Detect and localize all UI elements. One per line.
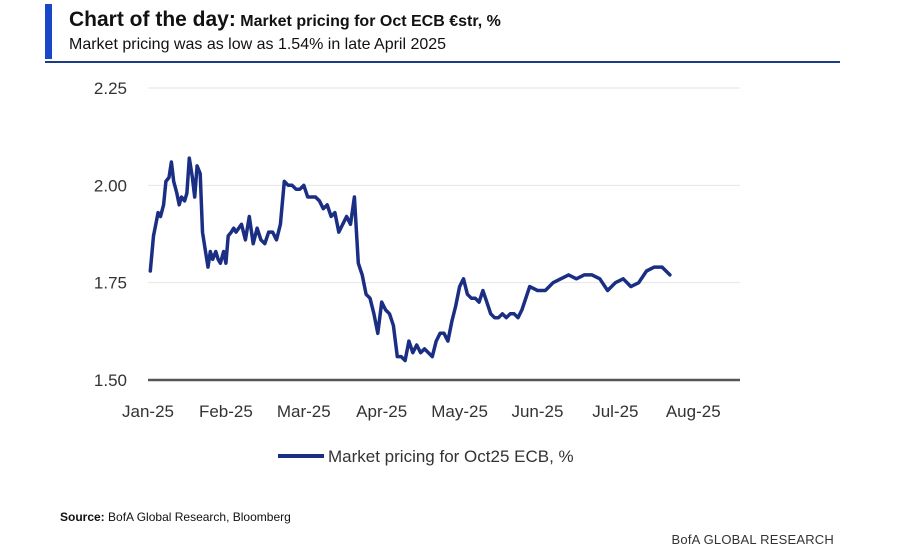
legend: Market pricing for Oct25 ECB, % — [278, 447, 574, 466]
x-tick-label: Jun-25 — [511, 402, 563, 421]
x-tick-label: Apr-25 — [356, 402, 407, 421]
x-tick-label: Jul-25 — [592, 402, 638, 421]
chart-title: Chart of the day: Market pricing for Oct… — [69, 8, 501, 32]
chart-subtitle: Market pricing was as low as 1.54% in la… — [69, 36, 447, 53]
y-tick-label: 1.75 — [94, 274, 127, 293]
title-text: Market pricing for Oct ECB €str, % — [240, 13, 501, 30]
source-label: Source: — [60, 510, 105, 524]
x-tick-label: Aug-25 — [666, 402, 721, 421]
y-tick-label: 1.50 — [94, 371, 127, 390]
source-note: Source: BofA Global Research, Bloomberg — [60, 510, 291, 524]
line-chart: 1.50 1.75 2.00 2.25 Jan-25 Feb-25 Mar-25 Apr-25… — [94, 79, 740, 466]
x-tick-label: Mar-25 — [277, 402, 331, 421]
x-tick-label: Feb-25 — [199, 402, 253, 421]
accent-bar — [45, 4, 52, 59]
brand-label: BofA GLOBAL RESEARCH — [671, 532, 834, 547]
y-tick-label: 2.25 — [94, 79, 127, 98]
series-layer — [148, 156, 672, 363]
source-text: BofA Global Research, Bloomberg — [108, 510, 291, 524]
title-prefix: Chart of the day: — [69, 8, 236, 31]
x-tick-label: Jan-25 — [122, 402, 174, 421]
x-tick-label: May-25 — [431, 402, 488, 421]
y-tick-label: 2.00 — [94, 176, 127, 195]
series-line — [148, 156, 672, 363]
chart-header: Chart of the day: Market pricing for Oct… — [45, 4, 840, 63]
axis-layer: 1.50 1.75 2.00 2.25 Jan-25 Feb-25 Mar-25 Apr-25… — [94, 79, 740, 421]
legend-label: Market pricing for Oct25 ECB, % — [328, 447, 574, 466]
grid-layer — [148, 87, 740, 284]
